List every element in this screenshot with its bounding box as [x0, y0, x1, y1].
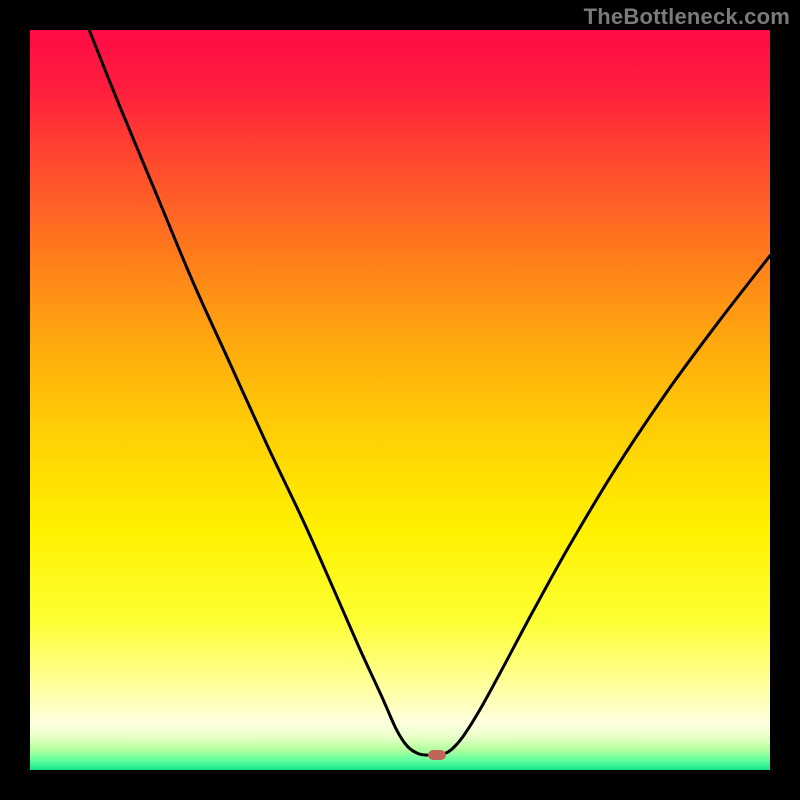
watermark-text: TheBottleneck.com	[584, 4, 790, 30]
bottleneck-curve	[89, 30, 770, 755]
curve-layer	[30, 30, 770, 770]
minimum-marker	[428, 750, 446, 760]
chart-container: TheBottleneck.com	[0, 0, 800, 800]
plot-area	[30, 30, 770, 770]
